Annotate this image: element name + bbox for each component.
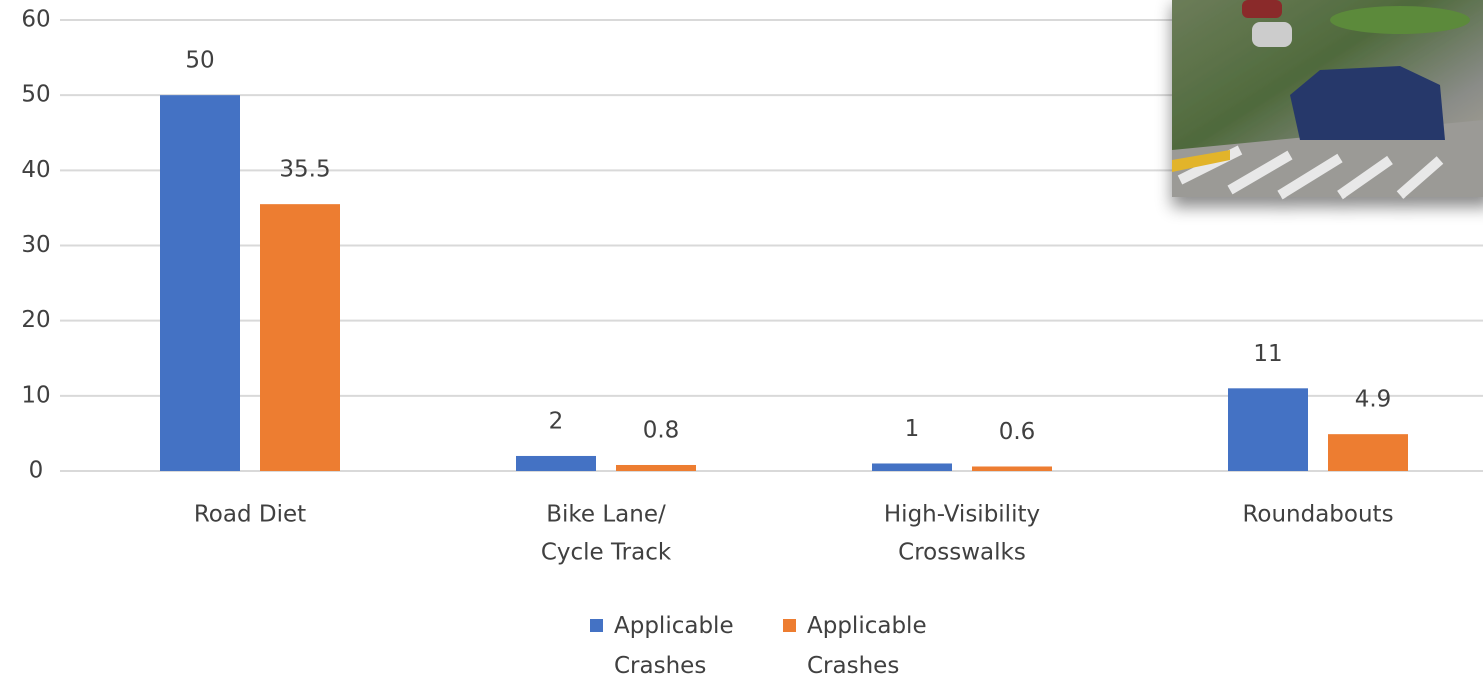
value-label: 4.9 (1355, 387, 1392, 413)
value-label: 0.6 (999, 419, 1036, 445)
x-tick-label: Bike Lane/ (546, 502, 666, 528)
y-tick-label: 10 (21, 382, 50, 408)
y-tick-label: 40 (21, 157, 50, 183)
legend-swatch (783, 619, 796, 632)
bar (616, 464, 696, 471)
legend-swatch (590, 619, 603, 632)
bar (516, 455, 596, 471)
bar (1328, 434, 1408, 471)
bar (1228, 388, 1308, 471)
value-label: 1 (905, 416, 920, 442)
value-label: 50 (185, 48, 214, 74)
value-label: 35.5 (279, 157, 330, 183)
legend-label: Applicable Crashes (807, 613, 927, 676)
x-tick-label: Cycle Track (541, 540, 672, 566)
value-label: 0.8 (643, 417, 680, 443)
legend-label: Applicable Crashes (614, 613, 734, 676)
bar (872, 463, 952, 471)
y-tick-label: 50 (21, 82, 50, 108)
x-tick-label: Roundabouts (1242, 502, 1393, 528)
y-tick-label: 60 (21, 7, 50, 33)
bar (972, 466, 1052, 471)
value-label: 2 (549, 408, 564, 434)
y-tick-label: 20 (21, 307, 50, 333)
x-tick-label: Crosswalks (898, 540, 1026, 566)
y-tick-label: 0 (29, 458, 44, 484)
value-label: 11 (1253, 341, 1282, 367)
y-tick-label: 30 (21, 232, 50, 258)
x-tick-label: High-Visibility (884, 502, 1040, 528)
bar (160, 95, 240, 472)
bar (260, 204, 340, 472)
x-tick-label: Road Diet (194, 502, 306, 528)
